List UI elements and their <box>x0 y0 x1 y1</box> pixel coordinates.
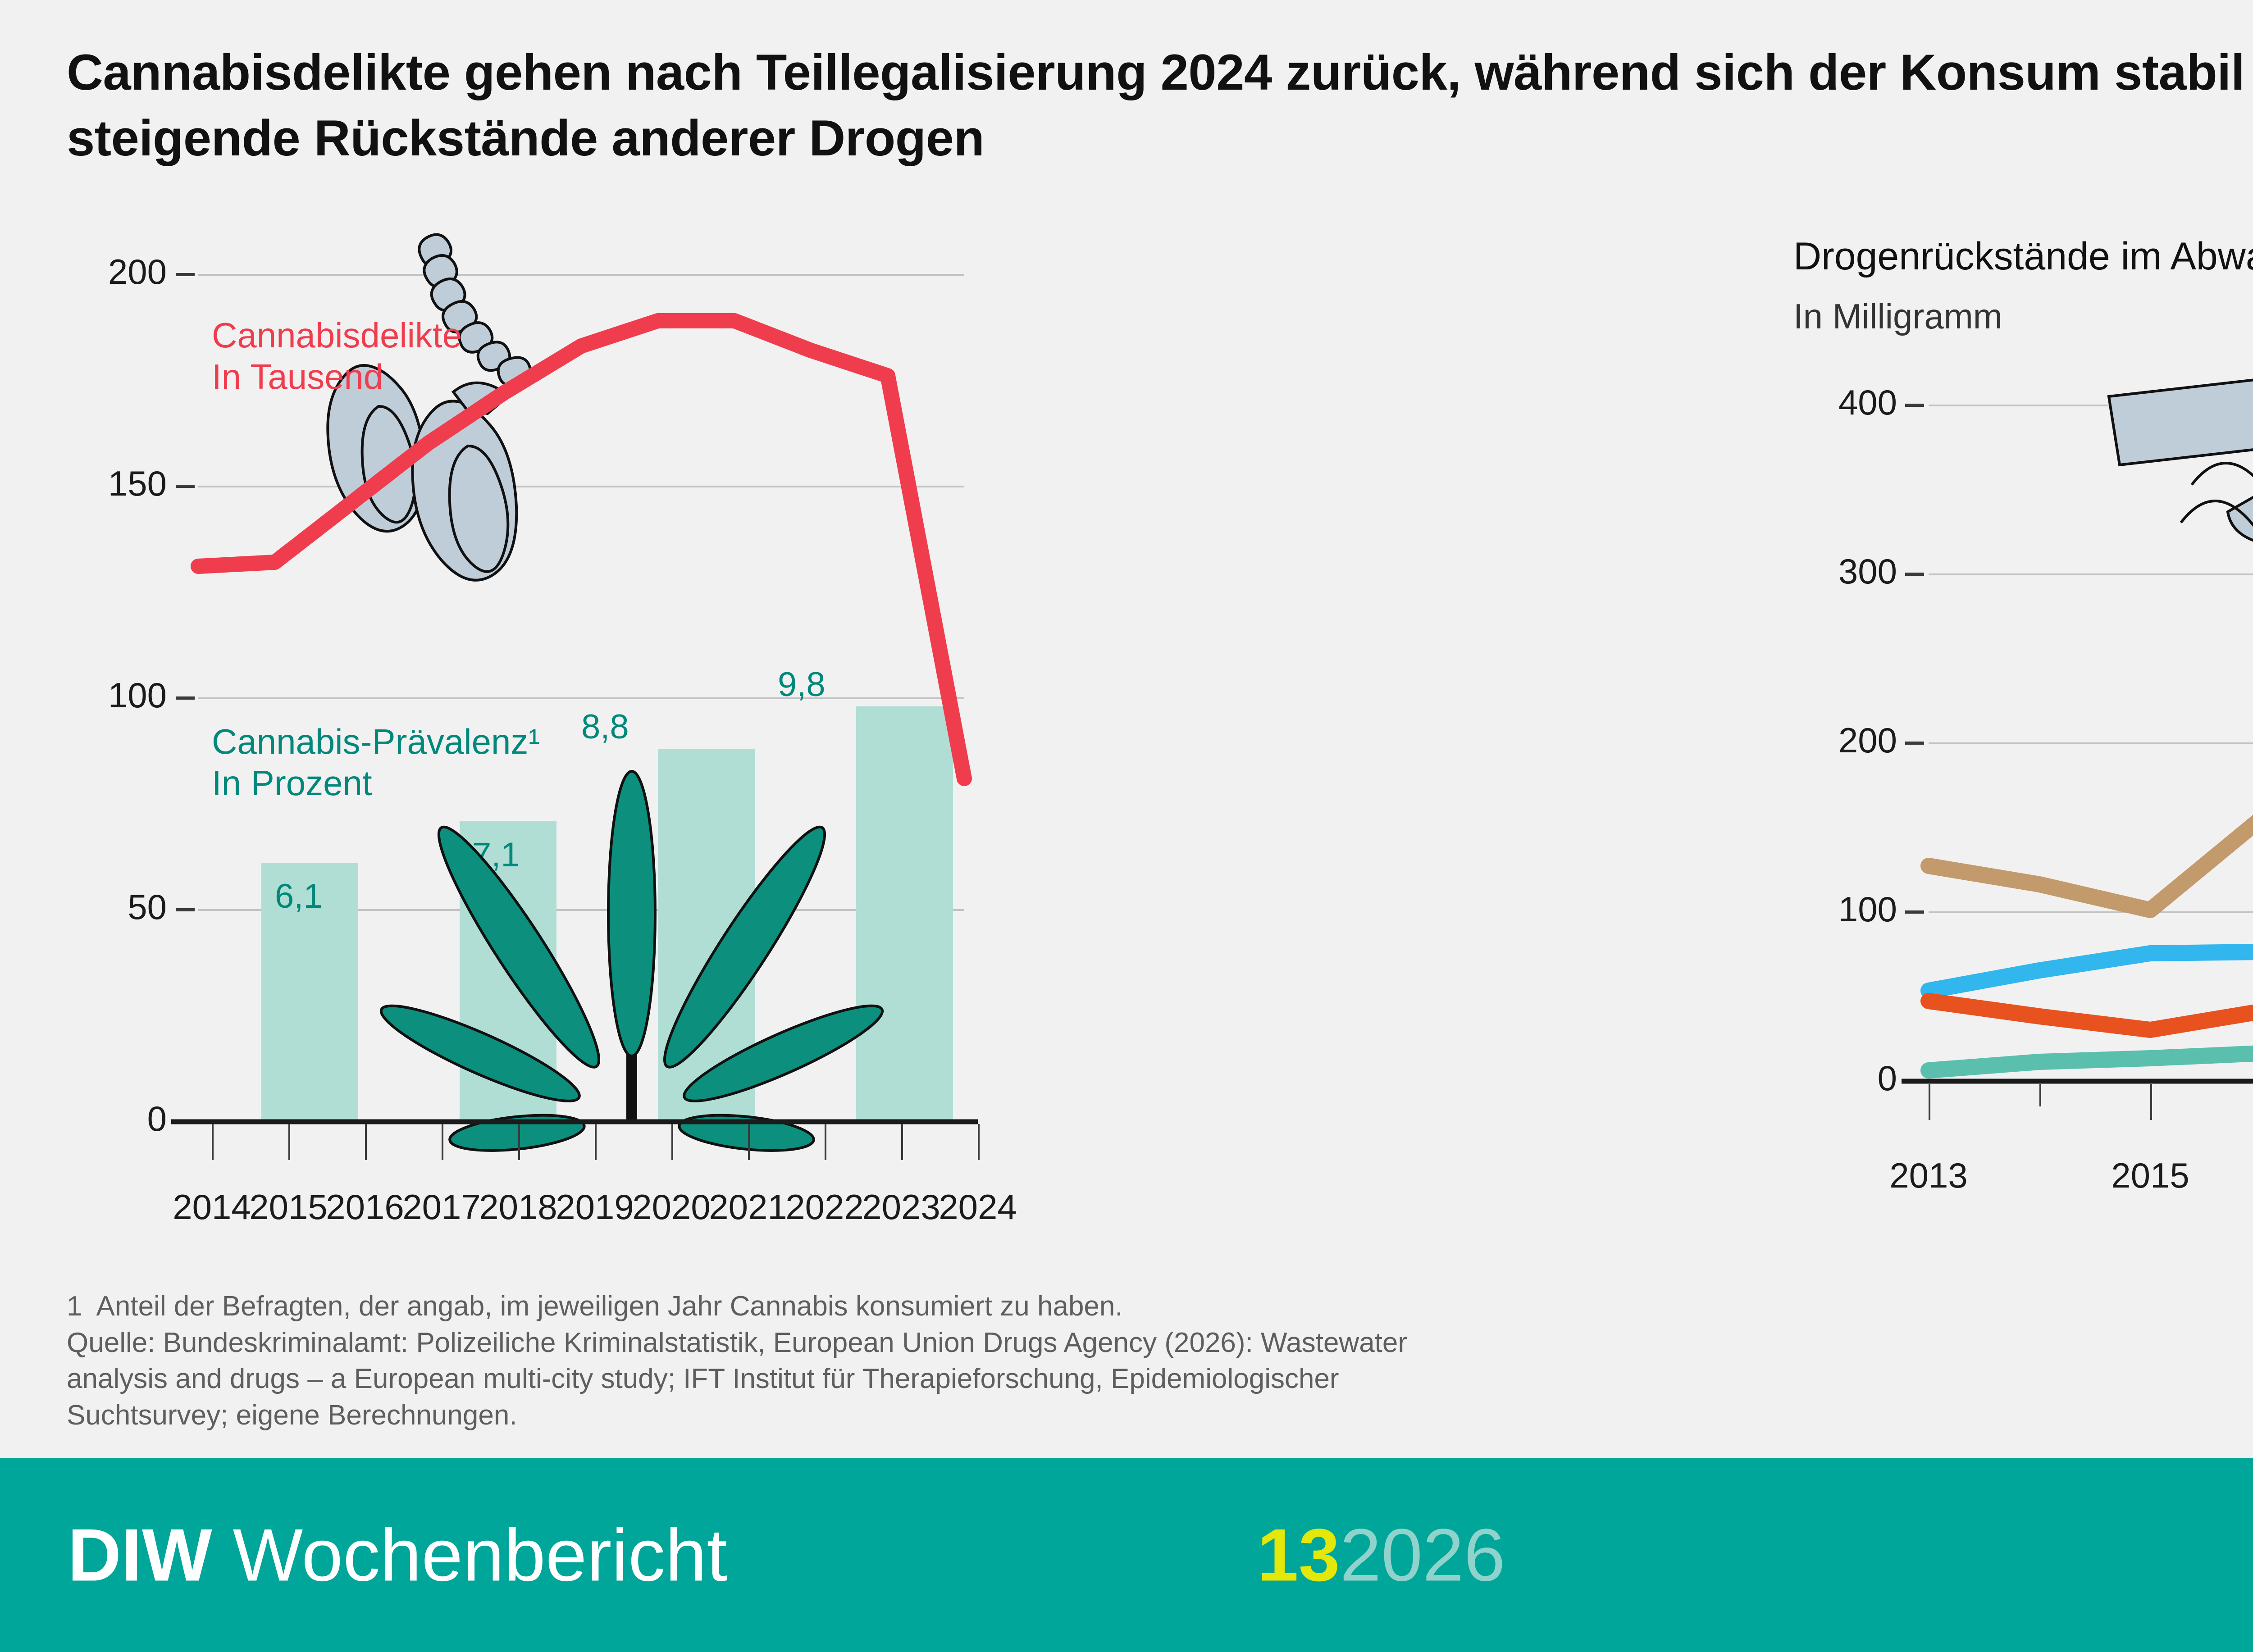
handcuffs-icon <box>326 233 532 582</box>
footer-bar: DIW Wochenbericht 132026 DIW BERLIN <box>0 1458 2253 1652</box>
xlabel-2022: 2022 <box>785 1187 864 1227</box>
ylabel-150: 150 <box>108 464 167 503</box>
xlabel-2019: 2019 <box>556 1187 634 1227</box>
xtick-2018 <box>518 1124 520 1160</box>
ylabel-200: 200 <box>108 252 167 291</box>
xtick-2017 <box>442 1124 443 1160</box>
cannabisdelikte-name: Cannabisdelikte <box>212 315 462 355</box>
gridline-50 <box>198 909 964 911</box>
xlabel-2023: 2023 <box>862 1187 940 1227</box>
ytick-dash-50 <box>176 908 195 911</box>
ylabel-300: 300 <box>1838 551 1897 591</box>
ytick-dash-150 <box>176 485 195 488</box>
xtick-2014 <box>2039 1084 2041 1106</box>
sewage-pipe-icon <box>2107 378 2253 542</box>
ylabel-0: 0 <box>1877 1058 1897 1098</box>
xtick-2022 <box>825 1124 826 1160</box>
xtick-2020 <box>671 1124 673 1160</box>
left-chart-overlay <box>171 233 978 1152</box>
xlabel-2018: 2018 <box>479 1187 557 1227</box>
gridline-100 <box>1929 911 2253 913</box>
source-line-3: Suchtsurvey; eigene Berechnungen. <box>67 1399 517 1431</box>
series-label-praevalenz: Cannabis-Prävalenz¹ In Prozent <box>212 721 540 804</box>
amphetamin-line <box>1920 944 2253 999</box>
xtick-2021 <box>748 1124 750 1160</box>
footer-brand: DIW Wochenbericht <box>68 1518 727 1593</box>
xlabel-2021: 2021 <box>709 1187 787 1227</box>
xlabel-2020: 2020 <box>632 1187 711 1227</box>
bar-label-2024: 9,8 <box>778 665 825 704</box>
gridline-100 <box>198 697 964 699</box>
gridline-200 <box>198 274 964 276</box>
ylabel-200: 200 <box>1838 720 1897 760</box>
source-line-1: Quelle: Bundeskriminalamt: Polizeiliche … <box>67 1327 1408 1358</box>
issue-number: 13 <box>1257 1513 1340 1597</box>
gridline-150 <box>198 486 964 487</box>
ylabel-50: 50 <box>128 887 167 927</box>
footnotes: 1 Anteil der Befragten, der angab, im je… <box>67 1288 2049 1434</box>
footer-brand-wochenbericht: Wochenbericht <box>212 1513 728 1597</box>
xtick-2015 <box>288 1124 290 1160</box>
gridline-400 <box>1929 405 2253 406</box>
xlabel-2024: 2024 <box>939 1187 1017 1227</box>
ytick-dash-300 <box>1905 573 1924 576</box>
ylabel-100: 100 <box>108 675 167 715</box>
kokain-line <box>1920 815 2253 918</box>
xlabel-2017: 2017 <box>402 1187 481 1227</box>
source-line-2: analysis and drugs – a European multi-ci… <box>67 1363 1339 1395</box>
footer-issue: 132026 <box>1257 1518 1505 1593</box>
footer-brand-diw: DIW <box>68 1513 212 1597</box>
gridline-200 <box>1929 742 2253 744</box>
xtick-2023 <box>901 1124 903 1160</box>
series-label-cannabisdelikte: Cannabisdelikte In Tausend <box>212 314 462 397</box>
right-chart-overlay <box>1902 378 2253 1084</box>
xtick-2019 <box>595 1124 597 1160</box>
xlabel-2015: 2015 <box>2111 1156 2189 1195</box>
bar-2024 <box>856 706 953 1122</box>
xlabel-2014: 2014 <box>173 1187 251 1227</box>
xtick-2016 <box>365 1124 367 1160</box>
xtick-2024 <box>978 1124 980 1160</box>
praevalenz-name: Cannabis-Prävalenz¹ <box>212 722 540 761</box>
right-chart-subtitle: In Milligramm <box>1793 296 2002 336</box>
bar-2015 <box>261 863 358 1122</box>
right-chart-title: Drogenrückstände im Abwasser <box>1793 235 2253 278</box>
xlabel-2016: 2016 <box>326 1187 404 1227</box>
ylabel-0: 0 <box>147 1099 167 1138</box>
cannabis-leaf-icon <box>379 770 884 1152</box>
cannabisdelikte-unit: In Tausend <box>212 357 383 397</box>
xtick-2014 <box>212 1124 214 1160</box>
praevalenz-unit: In Prozent <box>212 763 372 803</box>
bar-label-2015: 6,1 <box>275 877 323 915</box>
mdma-line <box>1920 1045 2253 1079</box>
issue-year: 2026 <box>1340 1513 1505 1597</box>
ylabel-400: 400 <box>1838 382 1897 422</box>
ylabel-100: 100 <box>1838 889 1897 929</box>
xlabel-2015: 2015 <box>249 1187 328 1227</box>
ytick-dash-100 <box>1905 910 1924 914</box>
page-title: Cannabisdelikte gehen nach Teillegalisie… <box>67 44 2253 166</box>
ytick-dash-400 <box>1905 404 1924 407</box>
footnote-1: 1 Anteil der Befragten, der angab, im je… <box>67 1291 1123 1322</box>
methamphetamin-line <box>1920 993 2253 1038</box>
ytick-dash-200 <box>1905 742 1924 745</box>
right-chart-panel: Drogenrückstände im Abwasser In Milligra… <box>1793 234 2253 1270</box>
bar-label-2021: 8,8 <box>581 708 629 746</box>
ytick-dash-200 <box>176 273 195 276</box>
gridline-300 <box>1929 573 2253 575</box>
xtick-2013 <box>1929 1084 1930 1120</box>
xlabel-2013: 2013 <box>1889 1156 1968 1195</box>
cannabisdelikte-line <box>191 313 972 786</box>
ytick-dash-100 <box>176 696 195 700</box>
xtick-2015 <box>2150 1084 2152 1120</box>
left-chart-panel: 200 150 100 50 0 6,1 7,1 8,8 9,8 <box>63 233 1631 1270</box>
